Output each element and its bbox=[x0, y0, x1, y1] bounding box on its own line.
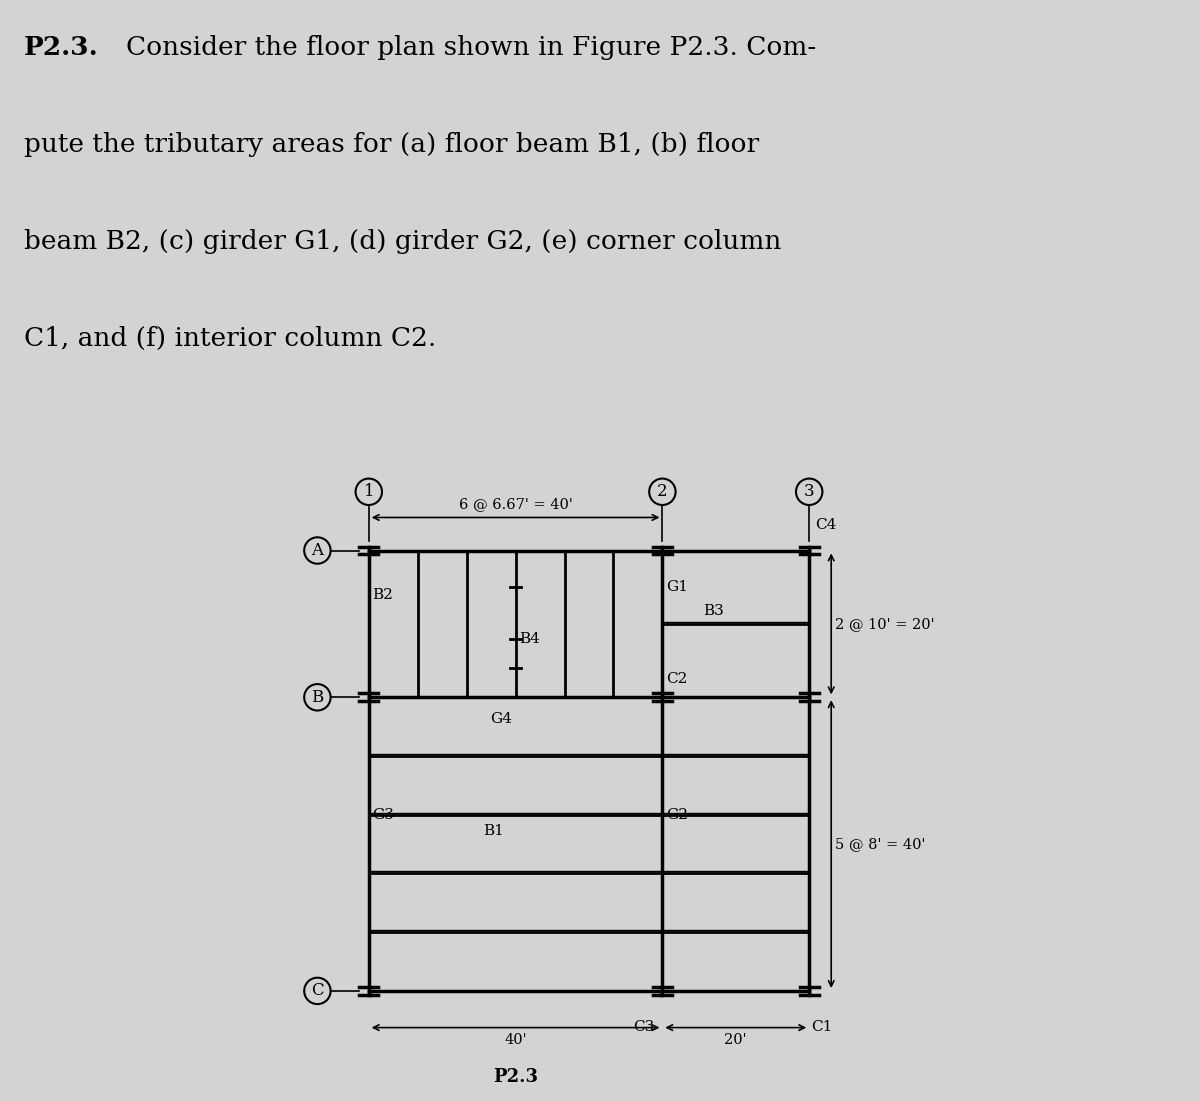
Text: A: A bbox=[312, 542, 324, 559]
Text: beam B2, (c) girder G1, (d) girder G2, (e) corner column: beam B2, (c) girder G1, (d) girder G2, (… bbox=[24, 229, 781, 254]
Text: B3: B3 bbox=[703, 604, 724, 618]
Text: C: C bbox=[311, 982, 324, 1000]
Text: C1: C1 bbox=[811, 1021, 833, 1034]
Text: 5 @ 8' = 40': 5 @ 8' = 40' bbox=[835, 837, 925, 851]
Text: C2: C2 bbox=[666, 673, 688, 686]
Text: 2: 2 bbox=[658, 483, 667, 500]
Text: C4: C4 bbox=[815, 519, 836, 532]
Text: 20': 20' bbox=[725, 1034, 748, 1047]
Text: P2.3.: P2.3. bbox=[24, 35, 98, 61]
Text: 2 @ 10' = 20': 2 @ 10' = 20' bbox=[835, 617, 935, 631]
Text: C3: C3 bbox=[634, 1021, 655, 1034]
Text: B2: B2 bbox=[372, 588, 394, 601]
Text: 3: 3 bbox=[804, 483, 815, 500]
Text: 1: 1 bbox=[364, 483, 374, 500]
Text: 40': 40' bbox=[504, 1034, 527, 1047]
Text: G3: G3 bbox=[372, 808, 395, 821]
Text: B: B bbox=[311, 689, 324, 706]
Text: C1, and (f) interior column C2.: C1, and (f) interior column C2. bbox=[24, 326, 437, 351]
Text: pute the tributary areas for (a) floor beam B1, (b) floor: pute the tributary areas for (a) floor b… bbox=[24, 132, 760, 157]
Text: G2: G2 bbox=[666, 808, 688, 821]
Text: G1: G1 bbox=[666, 580, 688, 593]
Text: Consider the floor plan shown in Figure P2.3. Com-: Consider the floor plan shown in Figure … bbox=[126, 35, 816, 61]
Text: 6 @ 6.67' = 40': 6 @ 6.67' = 40' bbox=[458, 498, 572, 512]
Text: B1: B1 bbox=[484, 825, 504, 838]
Text: G4: G4 bbox=[490, 712, 512, 726]
Text: B4: B4 bbox=[520, 632, 540, 645]
Text: P2.3: P2.3 bbox=[493, 1068, 538, 1086]
